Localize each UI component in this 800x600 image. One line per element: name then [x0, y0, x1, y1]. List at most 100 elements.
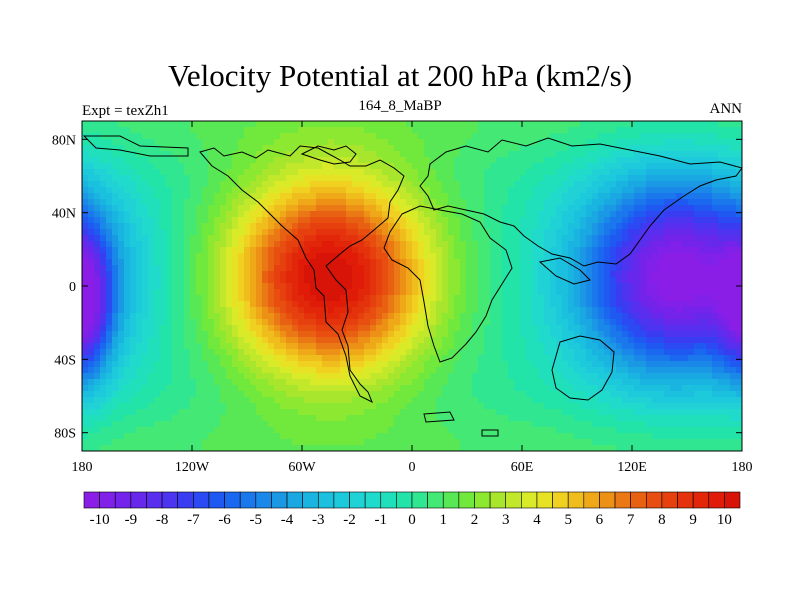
field-cell: [412, 217, 419, 224]
field-cell: [280, 361, 287, 368]
field-cell: [574, 181, 581, 188]
field-cell: [484, 313, 491, 320]
field-cell: [706, 385, 713, 392]
field-cell: [502, 301, 509, 308]
field-cell: [694, 349, 701, 356]
field-cell: [340, 355, 347, 362]
field-cell: [448, 289, 455, 296]
field-cell: [226, 253, 233, 260]
field-cell: [322, 277, 329, 284]
field-cell: [268, 157, 275, 164]
field-cell: [166, 271, 173, 278]
field-cell: [262, 163, 269, 170]
field-cell: [268, 355, 275, 362]
field-cell: [604, 355, 611, 362]
field-cell: [232, 223, 239, 230]
field-cell: [658, 295, 665, 302]
field-cell: [424, 169, 431, 176]
field-cell: [712, 379, 719, 386]
field-cell: [712, 367, 719, 374]
field-cell: [280, 199, 287, 206]
field-cell: [388, 325, 395, 332]
field-cell: [472, 307, 479, 314]
field-cell: [496, 373, 503, 380]
field-cell: [346, 229, 353, 236]
field-cell: [262, 187, 269, 194]
field-cell: [100, 217, 107, 224]
field-cell: [592, 271, 599, 278]
field-cell: [478, 223, 485, 230]
field-cell: [712, 283, 719, 290]
field-cell: [250, 145, 257, 152]
field-cell: [616, 331, 623, 338]
field-cell: [112, 301, 119, 308]
field-cell: [652, 367, 659, 374]
field-cell: [298, 223, 305, 230]
field-cell: [322, 247, 329, 254]
field-cell: [454, 157, 461, 164]
field-cell: [472, 271, 479, 278]
field-cell: [376, 265, 383, 272]
field-cell: [220, 235, 227, 242]
field-cell: [412, 157, 419, 164]
field-cell: [364, 247, 371, 254]
field-cell: [370, 337, 377, 344]
field-cell: [94, 331, 101, 338]
field-cell: [628, 181, 635, 188]
field-cell: [136, 181, 143, 188]
field-cell: [598, 235, 605, 242]
field-cell: [310, 235, 317, 242]
field-cell: [394, 271, 401, 278]
field-cell: [106, 361, 113, 368]
field-cell: [580, 181, 587, 188]
field-cell: [238, 325, 245, 332]
field-cell: [82, 229, 89, 236]
field-cell: [250, 265, 257, 272]
field-cell: [700, 157, 707, 164]
field-cell: [628, 313, 635, 320]
field-cell: [442, 139, 449, 146]
field-cell: [364, 301, 371, 308]
field-cell: [514, 211, 521, 218]
field-cell: [130, 283, 137, 290]
contour-field: [82, 121, 742, 451]
field-cell: [550, 157, 557, 164]
field-cell: [328, 181, 335, 188]
field-cell: [154, 163, 161, 170]
field-cell: [490, 277, 497, 284]
field-cell: [220, 145, 227, 152]
field-cell: [274, 319, 281, 326]
field-cell: [310, 361, 317, 368]
field-cell: [184, 163, 191, 170]
field-cell: [304, 199, 311, 206]
field-cell: [220, 259, 227, 266]
field-cell: [718, 337, 725, 344]
field-cell: [322, 193, 329, 200]
field-cell: [664, 271, 671, 278]
field-cell: [622, 175, 629, 182]
field-cell: [88, 169, 95, 176]
field-cell: [196, 289, 203, 296]
field-cell: [352, 337, 359, 344]
field-cell: [214, 343, 221, 350]
field-cell: [196, 199, 203, 206]
field-cell: [238, 163, 245, 170]
field-cell: [418, 193, 425, 200]
field-cell: [232, 265, 239, 272]
field-cell: [484, 283, 491, 290]
field-cell: [700, 307, 707, 314]
field-cell: [202, 343, 209, 350]
field-cell: [664, 289, 671, 296]
field-cell: [244, 187, 251, 194]
field-cell: [514, 193, 521, 200]
field-cell: [424, 229, 431, 236]
field-cell: [214, 367, 221, 374]
field-cell: [298, 289, 305, 296]
field-cell: [304, 145, 311, 152]
field-cell: [394, 181, 401, 188]
field-cell: [334, 289, 341, 296]
field-cell: [370, 301, 377, 308]
field-cell: [694, 217, 701, 224]
field-cell: [730, 379, 737, 386]
field-cell: [622, 379, 629, 386]
